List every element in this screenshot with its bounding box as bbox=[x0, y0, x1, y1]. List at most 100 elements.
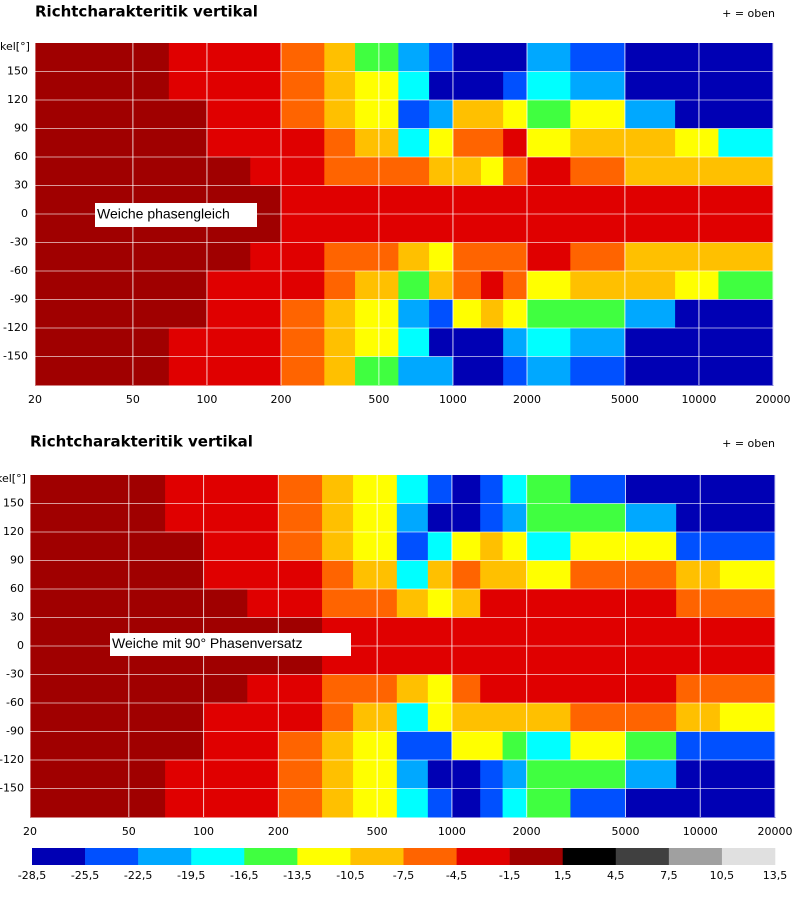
heat-cell bbox=[353, 646, 398, 675]
heat-cell bbox=[675, 328, 719, 357]
colorbar-label: -13,5 bbox=[283, 869, 311, 882]
heat-cell bbox=[676, 731, 721, 761]
heat-cell bbox=[624, 214, 676, 243]
heat-cell bbox=[676, 646, 721, 675]
heat-cell bbox=[527, 356, 571, 386]
heat-cell bbox=[719, 503, 776, 533]
heat-cell bbox=[324, 271, 356, 300]
heat-cell bbox=[353, 617, 398, 647]
y-tick-label: 90 bbox=[14, 122, 28, 135]
colorbar-swatch bbox=[456, 848, 510, 865]
heat-cell bbox=[527, 185, 571, 215]
heat-cell bbox=[570, 760, 626, 789]
heat-cell bbox=[526, 760, 571, 789]
heat-cell bbox=[718, 242, 774, 272]
heat-cell bbox=[570, 731, 626, 761]
heat-cell bbox=[281, 185, 325, 215]
y-tick-label: -150 bbox=[3, 350, 28, 363]
heat-cell bbox=[527, 299, 571, 329]
heat-cell bbox=[452, 242, 482, 272]
heat-cell bbox=[676, 674, 721, 704]
heat-cell bbox=[30, 475, 106, 504]
heat-cell bbox=[281, 328, 325, 357]
heat-cell bbox=[429, 100, 454, 129]
heat-cell bbox=[322, 760, 354, 789]
heat-cell bbox=[324, 43, 356, 72]
heat-cell bbox=[427, 617, 453, 647]
heat-cell bbox=[322, 560, 354, 590]
heat-cell bbox=[247, 475, 279, 504]
heat-cell bbox=[324, 185, 356, 215]
heat-cell bbox=[355, 100, 399, 129]
heat-cell bbox=[104, 503, 166, 533]
colorbar-swatch bbox=[85, 848, 139, 865]
heat-cell bbox=[247, 760, 279, 789]
colorbar-swatch bbox=[562, 848, 617, 865]
heat-cell bbox=[480, 299, 504, 329]
colorbar-swatch bbox=[297, 848, 351, 865]
heat-cell bbox=[278, 589, 323, 618]
heat-cell bbox=[676, 788, 721, 818]
heat-cell bbox=[570, 475, 626, 504]
heat-cell bbox=[203, 475, 248, 504]
heat-cell bbox=[35, 356, 110, 386]
x-tick-label: 20 bbox=[23, 825, 37, 838]
x-tick-label: 10000 bbox=[683, 825, 718, 838]
heat-cell bbox=[480, 356, 504, 386]
heat-cell bbox=[676, 532, 721, 561]
heat-cell bbox=[451, 560, 481, 590]
heat-cell bbox=[526, 731, 571, 761]
heat-cell bbox=[250, 100, 282, 129]
heat-cell bbox=[503, 128, 528, 158]
heat-cell bbox=[452, 100, 482, 129]
heat-cell bbox=[624, 271, 676, 300]
heat-cell bbox=[165, 532, 205, 561]
heat-cell bbox=[278, 703, 323, 732]
heat-cell bbox=[452, 71, 482, 101]
heat-cell bbox=[503, 299, 528, 329]
heat-cell bbox=[503, 356, 528, 386]
heat-cell bbox=[396, 617, 429, 647]
heat-cell bbox=[570, 646, 626, 675]
heat-cell bbox=[526, 532, 571, 561]
heat-cell bbox=[30, 788, 106, 818]
heat-cell bbox=[281, 271, 325, 300]
x-tick-label: 500 bbox=[367, 825, 388, 838]
heat-cell bbox=[719, 646, 776, 675]
heat-cell bbox=[570, 242, 626, 272]
heat-cell bbox=[480, 100, 504, 129]
heat-cell bbox=[396, 760, 429, 789]
heat-cell bbox=[165, 703, 205, 732]
heat-cell bbox=[427, 560, 453, 590]
heat-cell bbox=[480, 475, 504, 504]
colorbar-label: 1,5 bbox=[554, 869, 572, 882]
heat-cell bbox=[322, 503, 354, 533]
heat-cell bbox=[168, 100, 208, 129]
heat-cell bbox=[719, 788, 776, 818]
x-tick-label: 20000 bbox=[758, 825, 793, 838]
heat-cell bbox=[480, 328, 504, 357]
heat-cell bbox=[503, 43, 528, 72]
heat-cell bbox=[281, 71, 325, 101]
heat-cell bbox=[35, 43, 110, 72]
x-tick-label: 1000 bbox=[439, 393, 467, 406]
y-axis-label: kel[°] bbox=[0, 472, 26, 485]
heat-cell bbox=[570, 185, 626, 215]
heat-cell bbox=[104, 674, 166, 704]
heat-cell bbox=[451, 760, 481, 789]
heat-cell bbox=[355, 214, 399, 243]
heat-cell bbox=[30, 532, 106, 561]
heat-cell bbox=[250, 299, 282, 329]
heat-cell bbox=[353, 589, 398, 618]
x-tick-label: 200 bbox=[271, 393, 292, 406]
heat-cell bbox=[398, 157, 430, 186]
heat-cell bbox=[452, 328, 482, 357]
heat-cell bbox=[625, 646, 677, 675]
heat-cell bbox=[624, 157, 676, 186]
heat-cell bbox=[719, 560, 776, 590]
heat-cell bbox=[719, 589, 776, 618]
heat-cell bbox=[398, 214, 430, 243]
heat-cell bbox=[427, 646, 453, 675]
heat-cell bbox=[30, 760, 106, 789]
heat-cell bbox=[250, 128, 282, 158]
